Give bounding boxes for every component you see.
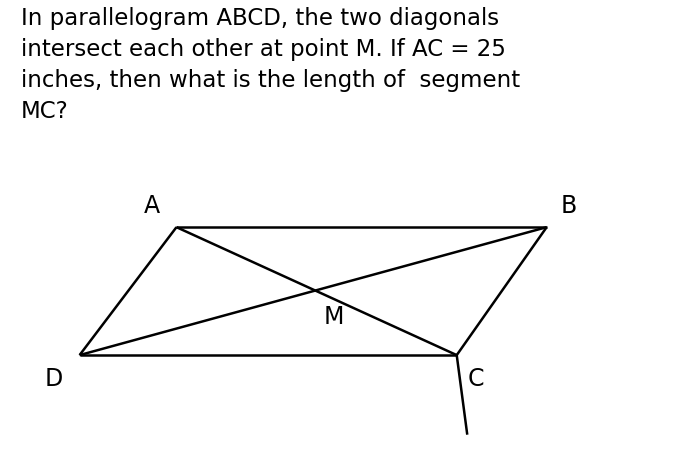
Text: M: M — [324, 305, 344, 329]
Text: A: A — [144, 194, 161, 218]
Text: In parallelogram ABCD, the two diagonals
intersect each other at point M. If AC : In parallelogram ABCD, the two diagonals… — [21, 7, 520, 123]
Text: B: B — [561, 194, 577, 218]
Text: C: C — [468, 367, 484, 391]
Text: D: D — [44, 367, 62, 391]
